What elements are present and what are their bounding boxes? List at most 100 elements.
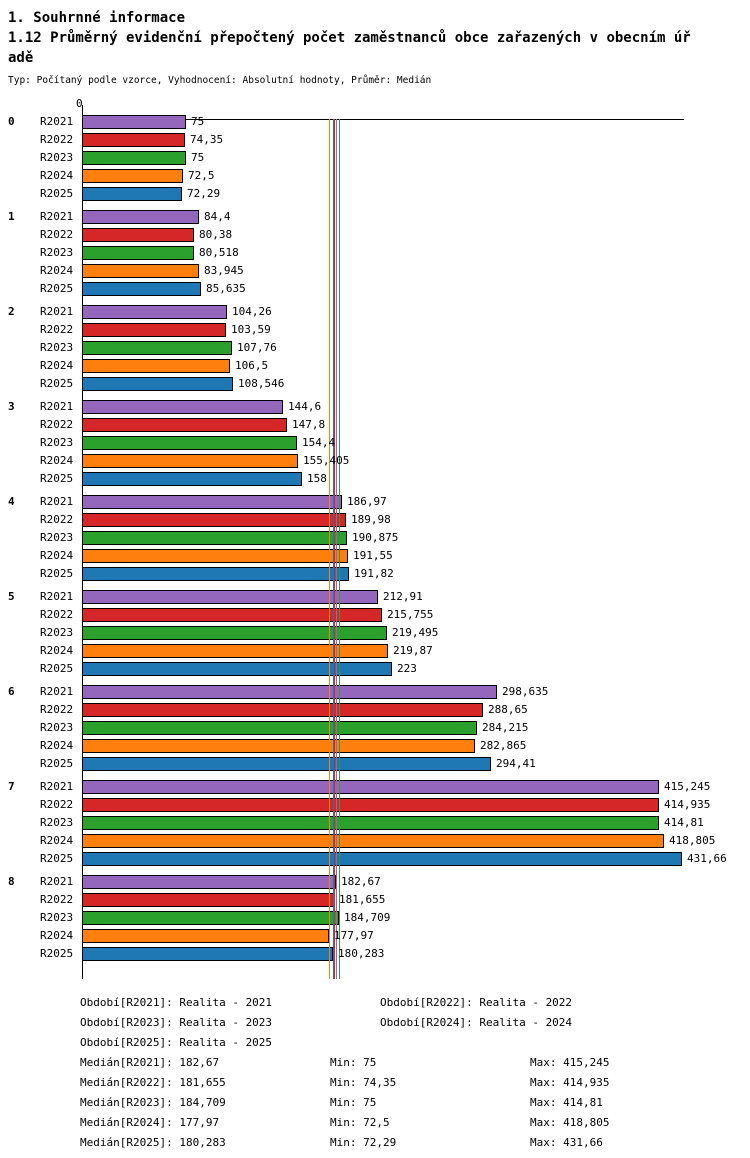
series-row-label: R2025 <box>40 757 74 770</box>
series-row-label: R2023 <box>40 341 74 354</box>
series-row-label: R2023 <box>40 436 74 449</box>
series-row-label: R2025 <box>40 187 74 200</box>
bar-R2022-group-0 <box>82 133 185 147</box>
bar-R2025-group-7 <box>82 852 682 866</box>
bar-R2023-group-8 <box>82 911 339 925</box>
legend-period-r2022: Období[R2022]: Realita - 2022 <box>380 996 573 1009</box>
chart-meta: Typ: Počítaný podle vzorce, Vyhodnocení:… <box>8 75 432 86</box>
bar-R2021-group-6 <box>82 685 497 699</box>
bar-value-label: 75 <box>191 115 205 128</box>
bar-R2023-group-7 <box>82 816 659 830</box>
x-axis-line <box>82 119 684 120</box>
bar-value-label: 75 <box>191 151 205 164</box>
bar-R2024-group-6 <box>82 739 475 753</box>
min-value: Min: 72,29 <box>330 1136 397 1149</box>
series-row-label: R2021 <box>40 780 74 793</box>
series-row-label: R2024 <box>40 359 74 372</box>
bar-R2022-group-8 <box>82 893 334 907</box>
bar-R2021-group-4 <box>82 495 342 509</box>
max-value: Max: 415,245 <box>530 1056 610 1069</box>
series-row-label: R2021 <box>40 495 74 508</box>
series-row-label: R2024 <box>40 739 74 752</box>
group-label-6: 6 <box>8 685 15 698</box>
median-line-R2023 <box>339 119 340 979</box>
bar-value-label: 294,41 <box>496 757 536 770</box>
bar-R2024-group-3 <box>82 454 298 468</box>
legend-period-r2023: Období[R2023]: Realita - 2023 <box>80 1016 273 1029</box>
series-row-label: R2022 <box>40 513 74 526</box>
bar-value-label: 298,635 <box>502 685 549 698</box>
bar-value-label: 184,709 <box>344 911 391 924</box>
bar-R2021-group-8 <box>82 875 336 889</box>
bar-value-label: 415,245 <box>664 780 711 793</box>
bar-R2024-group-0 <box>82 169 183 183</box>
series-row-label: R2024 <box>40 264 74 277</box>
series-row-label: R2022 <box>40 608 74 621</box>
series-row-label: R2022 <box>40 798 74 811</box>
bar-R2023-group-0 <box>82 151 186 165</box>
series-row-label: R2025 <box>40 852 74 865</box>
median-value: Medián[R2024]: 177,97 <box>80 1116 220 1129</box>
bar-value-label: 414,935 <box>664 798 711 811</box>
series-row-label: R2025 <box>40 282 74 295</box>
bar-R2024-group-4 <box>82 549 348 563</box>
chart-title-line1: 1.12 Průměrný evidenční přepočtený počet… <box>8 30 691 46</box>
bar-R2024-group-7 <box>82 834 664 848</box>
max-value: Max: 418,805 <box>530 1116 610 1129</box>
series-row-label: R2023 <box>40 246 74 259</box>
bar-value-label: 223 <box>397 662 417 675</box>
bar-R2021-group-7 <box>82 780 659 794</box>
series-row-label: R2022 <box>40 418 74 431</box>
max-value: Max: 414,81 <box>530 1096 603 1109</box>
bar-value-label: 190,875 <box>352 531 399 544</box>
median-value: Medián[R2023]: 184,709 <box>80 1096 226 1109</box>
bar-value-label: 215,755 <box>387 608 434 621</box>
bar-value-label: 181,655 <box>339 893 386 906</box>
legend-period-r2021: Období[R2021]: Realita - 2021 <box>80 996 273 1009</box>
bar-value-label: 191,55 <box>353 549 393 562</box>
series-row-label: R2022 <box>40 133 74 146</box>
group-label-3: 3 <box>8 400 15 413</box>
max-value: Max: 414,935 <box>530 1076 610 1089</box>
bar-value-label: 177,97 <box>334 929 374 942</box>
series-row-label: R2022 <box>40 323 74 336</box>
bar-value-label: 144,6 <box>288 400 322 413</box>
bar-R2025-group-1 <box>82 282 201 296</box>
median-value: Medián[R2022]: 181,655 <box>80 1076 226 1089</box>
x-axis-tick <box>82 105 83 119</box>
bar-R2025-group-0 <box>82 187 182 201</box>
bar-value-label: 431,66 <box>687 852 727 865</box>
report-title: 1. Souhrnné informace <box>8 10 186 26</box>
legend-period-r2024: Období[R2024]: Realita - 2024 <box>380 1016 573 1029</box>
bar-value-label: 104,26 <box>232 305 272 318</box>
series-row-label: R2024 <box>40 549 74 562</box>
median-line-R2025 <box>333 119 334 979</box>
series-row-label: R2021 <box>40 685 74 698</box>
series-row-label: R2025 <box>40 947 74 960</box>
bar-R2025-group-6 <box>82 757 491 771</box>
group-label-1: 1 <box>8 210 15 223</box>
series-row-label: R2023 <box>40 816 74 829</box>
bar-R2024-group-5 <box>82 644 388 658</box>
max-value: Max: 431,66 <box>530 1136 603 1149</box>
series-row-label: R2023 <box>40 531 74 544</box>
series-row-label: R2021 <box>40 305 74 318</box>
series-row-label: R2025 <box>40 472 74 485</box>
bar-R2023-group-1 <box>82 246 194 260</box>
x-axis-origin-label: 0 <box>76 97 83 110</box>
bar-value-label: 72,5 <box>188 169 215 182</box>
bar-value-label: 80,38 <box>199 228 233 241</box>
group-label-4: 4 <box>8 495 15 508</box>
bar-R2022-group-5 <box>82 608 382 622</box>
bar-value-label: 288,65 <box>488 703 528 716</box>
bar-R2025-group-8 <box>82 947 333 961</box>
min-value: Min: 74,35 <box>330 1076 397 1089</box>
stat-row-r2025: Medián[R2025]: 180,283 Min: 72,29 Max: 4… <box>80 1133 750 1153</box>
bar-value-label: 191,82 <box>354 567 394 580</box>
group-label-5: 5 <box>8 590 15 603</box>
chart-legend: Období[R2021]: Realita - 2021 Období[R20… <box>80 993 750 1153</box>
bar-R2022-group-1 <box>82 228 194 242</box>
bar-R2021-group-0 <box>82 115 186 129</box>
report-header: 1. Souhrnné informace 1.12 Průměrný evid… <box>0 8 750 88</box>
